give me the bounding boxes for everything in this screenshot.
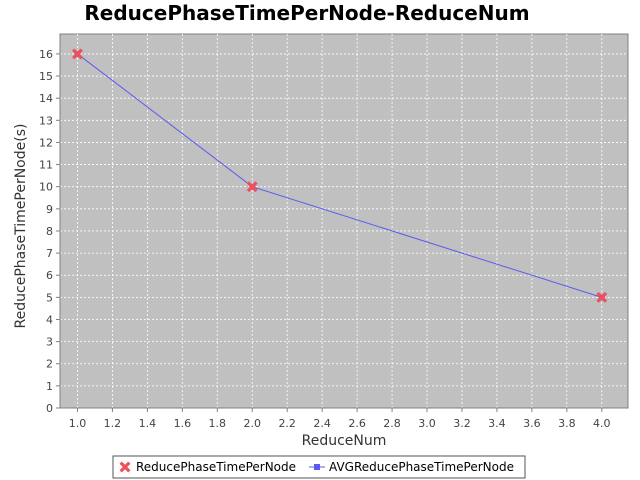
legend: ReducePhaseTimePerNode AVGReducePhaseTime… [112,455,526,479]
x-tick-label: 2.4 [313,417,331,430]
data-point-x-marker [119,461,131,473]
y-tick-label: 15 [39,70,53,83]
x-tick-label: 1.6 [174,417,192,430]
y-tick-label: 10 [39,181,53,194]
y-tick-label: 16 [39,48,53,61]
x-tick-label: 3.8 [558,417,576,430]
series-markers [72,48,608,303]
y-tick-label: 11 [39,159,53,172]
x-tick-label: 3.0 [418,417,436,430]
data-point-x-marker [596,291,608,303]
y-tick-label: 8 [46,225,53,238]
plot-area [59,33,629,409]
x-tick-label: 2.8 [383,417,401,430]
x-tick-label: 1.0 [69,417,87,430]
x-tick-label: 3.4 [488,417,506,430]
x-tick-label: 1.2 [104,417,122,430]
x-tick-label: 1.4 [139,417,157,430]
y-tick-label: 14 [39,92,53,105]
y-tick-label: 5 [46,291,53,304]
axes [59,34,628,409]
x-tick-label: 4.0 [593,417,611,430]
legend-label-avg: AVGReducePhaseTimePerNode [329,460,514,474]
data-point-x-marker [246,181,258,193]
data-point-x-marker [72,48,83,60]
legend-label-main: ReducePhaseTimePerNode [136,460,296,474]
y-tick-label: 2 [46,358,53,371]
y-axis-title: ReducePhaseTimePerNode(s) [13,124,29,329]
y-tick-label: 3 [46,336,53,349]
y-tick-label: 6 [46,269,53,282]
x-tick-label: 2.0 [243,417,261,430]
chart-title: ReducePhaseTimePerNode-ReduceNum [84,1,529,25]
y-tick-label: 0 [46,402,53,415]
x-tick-label: 3.6 [523,417,541,430]
y-tick-label: 1 [46,380,53,393]
y-tick-label: 13 [39,114,53,127]
data-point-square-marker [314,464,320,470]
x-axis-title: ReduceNum [302,433,387,449]
y-tick-label: 4 [46,313,53,326]
y-tick-label: 7 [46,247,53,260]
x-tick-label: 1.8 [209,417,227,430]
x-axis-ticks: 1.0 1.2 1.4 1.6 1.8 2.0 2.2 2.4 2.6 2.8 3.0 3.2 3.4 3… [69,408,611,430]
x-tick-label: 3.2 [453,417,471,430]
y-tick-label: 9 [46,203,53,216]
y-tick-label: 12 [39,136,53,149]
x-tick-label: 2.6 [348,417,366,430]
x-tick-label: 2.2 [278,417,296,430]
